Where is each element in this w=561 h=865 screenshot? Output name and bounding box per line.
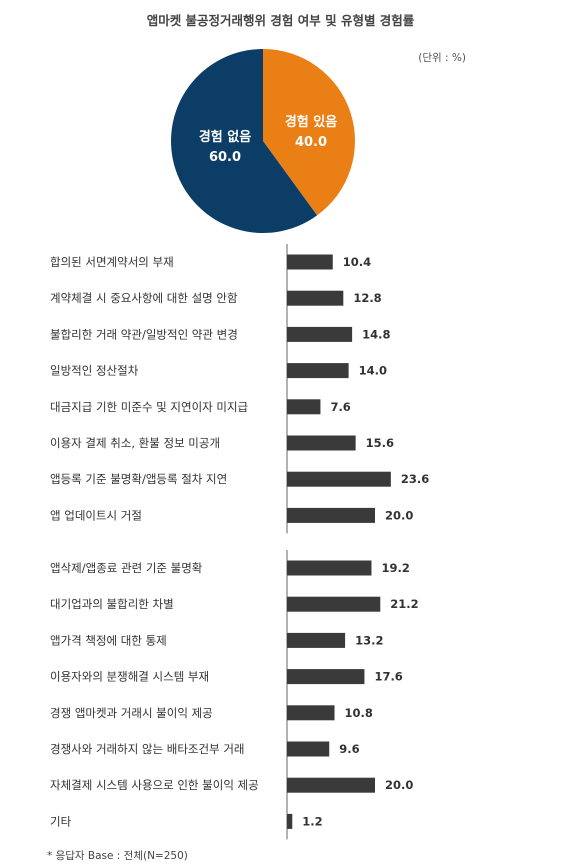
bar: [287, 777, 375, 793]
bar: [287, 254, 333, 270]
pie-chart: [171, 49, 355, 234]
bar-value-label: 20.0: [385, 778, 413, 792]
bar: [287, 326, 353, 342]
bar-category-label: 대금지급 기한 미준수 및 지연이자 미지급: [50, 400, 248, 414]
bar-category-label: 경쟁사와 거래하지 않는 배타조건부 거래: [50, 742, 244, 756]
bar-category-label: 대기업과의 불합리한 차별: [50, 597, 174, 611]
unit-label: (단위 : %): [418, 52, 466, 64]
bar-value-label: 13.2: [355, 633, 383, 647]
bar-category-label: 경쟁 앱마켓과 거래시 불이익 제공: [50, 706, 213, 720]
bar-category-label: 이용자 결제 취소, 환불 정보 미공개: [50, 436, 220, 450]
bar-value-label: 10.4: [343, 255, 371, 269]
bar-category-label: 앱가격 책정에 대한 통제: [50, 633, 167, 647]
bar-category-label: 기타: [50, 814, 72, 828]
bar-value-label: 14.0: [359, 364, 387, 378]
bar-value-label: 9.6: [339, 742, 359, 756]
bar-value-label: 19.2: [381, 561, 409, 575]
bar-value-label: 7.6: [330, 400, 350, 414]
bar-category-label: 일방적인 정산절차: [50, 364, 139, 378]
bar-category-label: 앱삭제/앱종료 관련 기준 불명확: [50, 561, 203, 575]
bar-category-label: 불합리한 거래 약관/일방적인 약관 변경: [50, 327, 238, 341]
bar-category-label: 자체결제 시스템 사용으로 인한 불이익 제공: [50, 778, 259, 792]
bar-category-label: 앱등록 기준 불명확/앱등록 절차 지연: [50, 472, 227, 486]
bar: [287, 669, 365, 685]
bar: [287, 741, 330, 757]
pie-slice-no: [171, 49, 318, 234]
bar-value-label: 23.6: [401, 472, 429, 486]
bar-value-label: 14.8: [362, 327, 390, 341]
bar-category-label: 앱 업데이트시 거절: [50, 508, 142, 522]
chart-title: 앱마켓 불공정거래행위 경험 여부 및 유형별 경험률: [146, 13, 415, 28]
bar: [287, 290, 344, 306]
bar: [287, 435, 356, 451]
bar: [287, 560, 372, 576]
bar-category-label: 합의된 서면계약서의 부재: [50, 255, 174, 269]
bar-category-label: 계약체결 시 중요사항에 대한 설명 안함: [50, 291, 238, 305]
pie-slice-yes: [263, 49, 355, 216]
bar: [287, 507, 375, 523]
bar-value-label: 15.6: [366, 436, 394, 450]
bar-value-label: 21.2: [390, 597, 418, 611]
footnote: * 응답자 Base : 전체(N=250): [47, 850, 188, 862]
bar: [287, 471, 391, 487]
bar: [287, 813, 293, 829]
bar: [287, 632, 346, 648]
bar-value-label: 20.0: [385, 508, 413, 522]
pie-label-yes: 경험 있음 40.0: [276, 113, 346, 153]
bar-value-label: 10.8: [345, 706, 373, 720]
bar: [287, 705, 335, 721]
bar-value-label: 12.8: [353, 291, 381, 305]
bar-value-label: 1.2: [302, 814, 322, 828]
bar-value-label: 17.6: [374, 670, 402, 684]
bar: [287, 399, 321, 415]
bar-category-label: 이용자와의 분쟁해결 시스템 부재: [50, 670, 209, 684]
pie-label-yes-value: 40.0: [294, 135, 328, 150]
bar: [287, 596, 381, 612]
bar: [287, 363, 349, 379]
pie-label-yes-name: 경험 있음: [284, 115, 338, 130]
pie-label-no: 경험 없음 60.0: [190, 128, 260, 168]
pie-label-no-value: 60.0: [208, 150, 242, 165]
pie-label-no-name: 경험 없음: [198, 130, 252, 145]
